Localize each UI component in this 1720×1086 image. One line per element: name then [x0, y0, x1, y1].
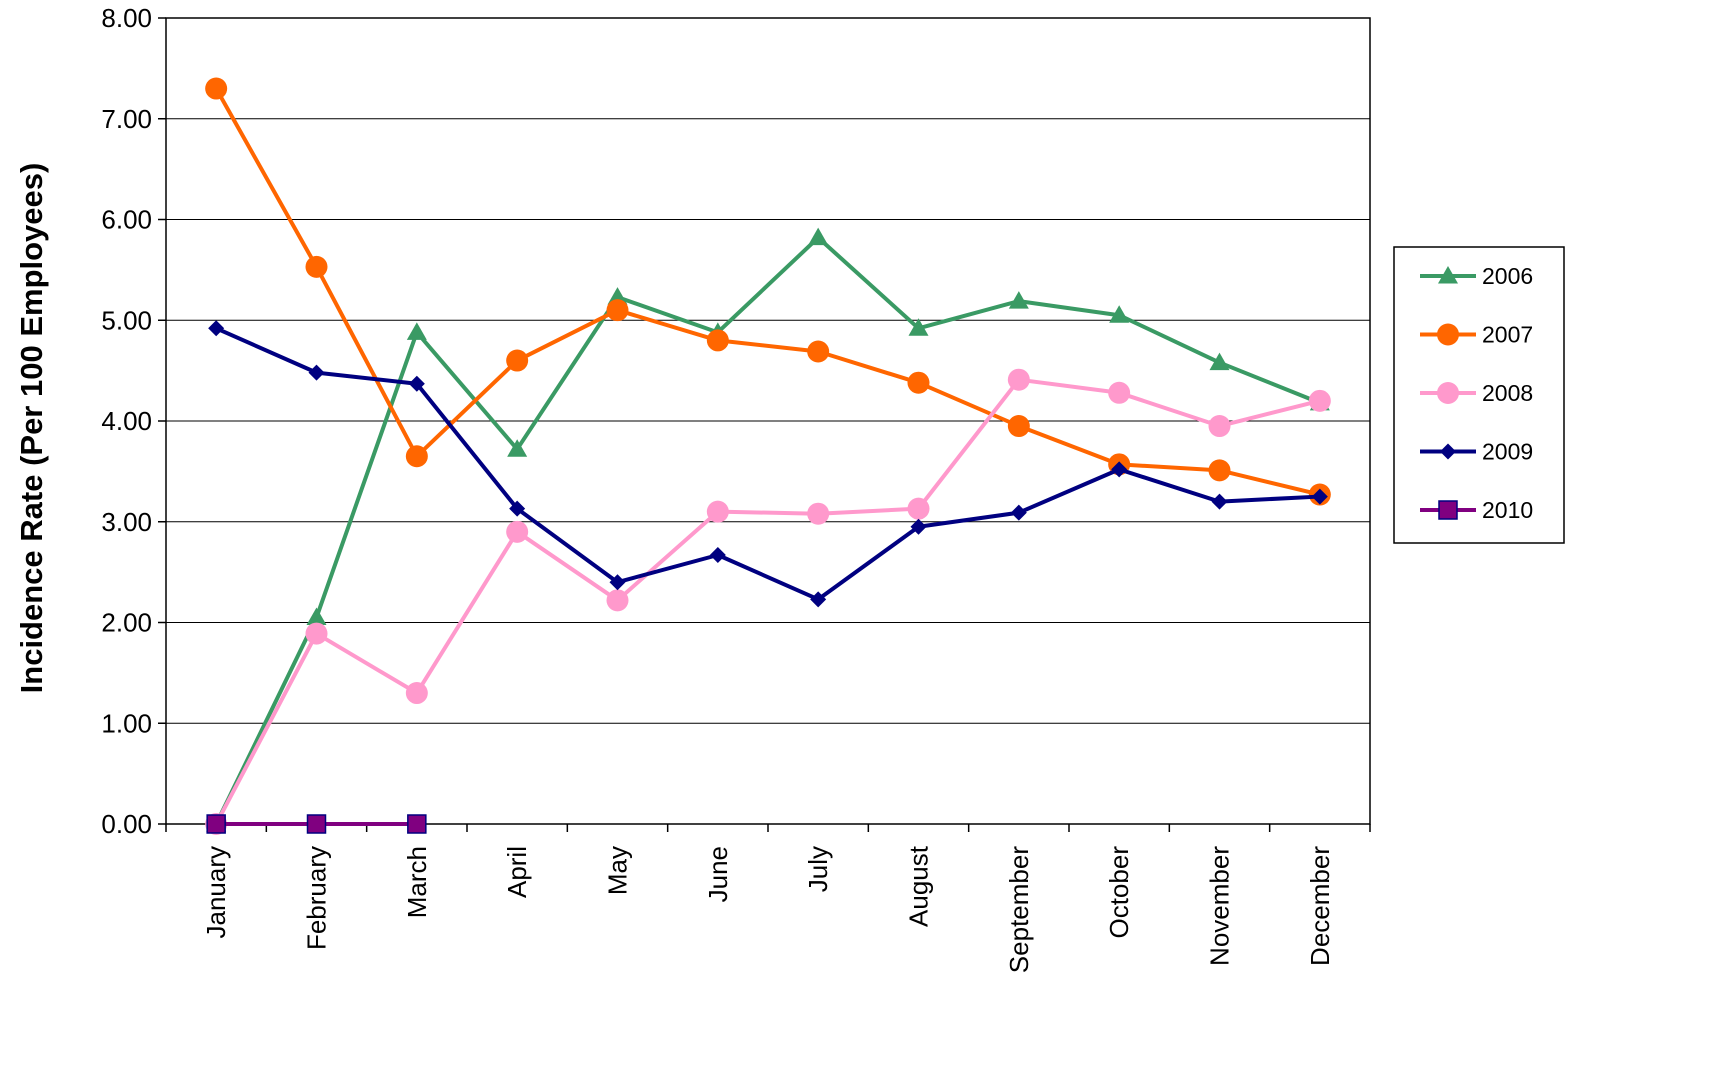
data-point-2009-february [308, 364, 325, 381]
series-2008 [205, 368, 1331, 835]
gridlines [166, 17, 1370, 724]
legend-item-2006: 2006 [1420, 263, 1533, 289]
y-tick-label: 7.00 [101, 104, 152, 134]
data-point-2008-june [706, 500, 729, 523]
data-point-2006-november [1209, 352, 1230, 371]
y-tick-label: 4.00 [101, 406, 152, 436]
y-axis-label: Incidence Rate (Per 100 Employees) [14, 163, 49, 694]
data-point-2008-april [506, 520, 529, 543]
series-2007 [205, 77, 1331, 506]
data-point-2008-october [1108, 381, 1131, 404]
y-tick-label: 5.00 [101, 305, 152, 335]
data-point-2009-august [910, 518, 927, 535]
series-line-2006 [214, 235, 1321, 825]
legend-box [1393, 246, 1565, 544]
data-point-2008-december [1308, 389, 1331, 412]
data-point-2006-march [406, 322, 427, 340]
legend-marker-2010 [1438, 500, 1458, 520]
data-point-2007-january [205, 77, 228, 100]
x-tick-label-february: February [302, 846, 332, 950]
x-tick-label-april: April [502, 846, 532, 898]
data-point-2006-august [908, 318, 929, 336]
series-line-2007 [214, 87, 1321, 497]
data-point-2009-september [1010, 504, 1027, 521]
data-point-2009-december [1311, 488, 1328, 505]
x-tick-label-june: June [703, 846, 733, 902]
x-tick-label-august: August [904, 845, 934, 927]
data-point-2009-may [609, 574, 626, 591]
x-tick-label-december: December [1305, 846, 1335, 966]
data-point-2007-july [807, 340, 830, 363]
axes: 0.00 1.00 2.00 3.00 4.00 5.00 6.00 7.00 8.00 Janu… [101, 3, 1371, 974]
data-point-2006-may [607, 287, 628, 305]
data-point-2007-march [405, 445, 428, 468]
legend: 2006 2007 2008 2009 2010 [1393, 246, 1565, 544]
data-point-2006-july [808, 227, 829, 246]
y-tick-label: 6.00 [101, 205, 152, 235]
series-2009 [208, 320, 1328, 608]
x-tick-label-october: October [1104, 846, 1134, 939]
data-point-2010-march [407, 814, 427, 834]
legend-label-2010: 2010 [1482, 497, 1533, 523]
legend-item-2010: 2010 [1420, 497, 1533, 523]
x-tick-label-may: May [603, 846, 633, 895]
x-tick-label-march: March [402, 846, 432, 918]
x-tick-label-november: November [1205, 846, 1235, 966]
data-point-2007-june [706, 329, 729, 352]
legend-marker-2008 [1437, 382, 1459, 404]
data-point-2009-july [810, 591, 827, 608]
legend-label-2008: 2008 [1482, 380, 1533, 406]
data-point-2009-january [208, 320, 225, 337]
legend-label-2009: 2009 [1482, 439, 1533, 465]
data-point-2008-august [907, 497, 930, 520]
legend-marker-2009 [1440, 443, 1456, 460]
legend-item-2007: 2007 [1420, 322, 1533, 348]
legend-item-2009: 2009 [1420, 439, 1533, 465]
y-tick-label: 8.00 [101, 3, 152, 33]
data-point-2008-september [1007, 368, 1030, 391]
data-point-2009-june [709, 546, 726, 563]
data-point-2009-november [1211, 493, 1228, 510]
data-point-2006-october [1109, 305, 1130, 323]
data-point-2006-february [306, 607, 327, 625]
legend-label-2006: 2006 [1482, 263, 1533, 289]
x-tick-label-july: July [803, 846, 833, 892]
data-point-2007-august [907, 371, 930, 394]
data-point-2008-march [405, 682, 428, 705]
series-2006 [206, 227, 1330, 832]
legend-marker-2006 [1438, 266, 1458, 284]
y-tick-label: 2.00 [101, 608, 152, 638]
legend-item-2008: 2008 [1420, 380, 1533, 406]
data-point-2010-february [306, 814, 327, 834]
series-2010 [206, 814, 427, 834]
data-point-2009-march [408, 375, 425, 392]
data-point-2010-january [206, 814, 226, 834]
x-tick-label-january: January [201, 846, 231, 939]
data-point-2007-november [1208, 459, 1231, 482]
data-point-2008-november [1208, 415, 1231, 438]
y-tick-label: 1.00 [101, 708, 152, 738]
data-point-2008-july [807, 502, 830, 525]
data-point-2007-april [506, 349, 529, 372]
series-line-2009 [215, 326, 1320, 602]
data-point-2009-october [1111, 461, 1128, 478]
data-point-2009-april [509, 500, 526, 517]
x-tick-label-september: September [1004, 846, 1034, 974]
data-point-2006-september [1008, 291, 1029, 309]
data-point-2008-may [606, 589, 629, 612]
data-series [205, 77, 1331, 835]
legend-label-2007: 2007 [1482, 322, 1533, 348]
y-tick-label: 0.00 [101, 809, 152, 839]
data-point-2008-february [305, 622, 328, 645]
data-point-2007-february [305, 255, 328, 278]
legend-marker-2007 [1437, 323, 1459, 346]
data-point-2006-april [507, 439, 528, 457]
data-point-2007-september [1007, 415, 1030, 438]
series-line-2008 [214, 377, 1321, 825]
y-tick-label: 3.00 [101, 507, 152, 537]
data-point-2007-may [606, 299, 629, 322]
